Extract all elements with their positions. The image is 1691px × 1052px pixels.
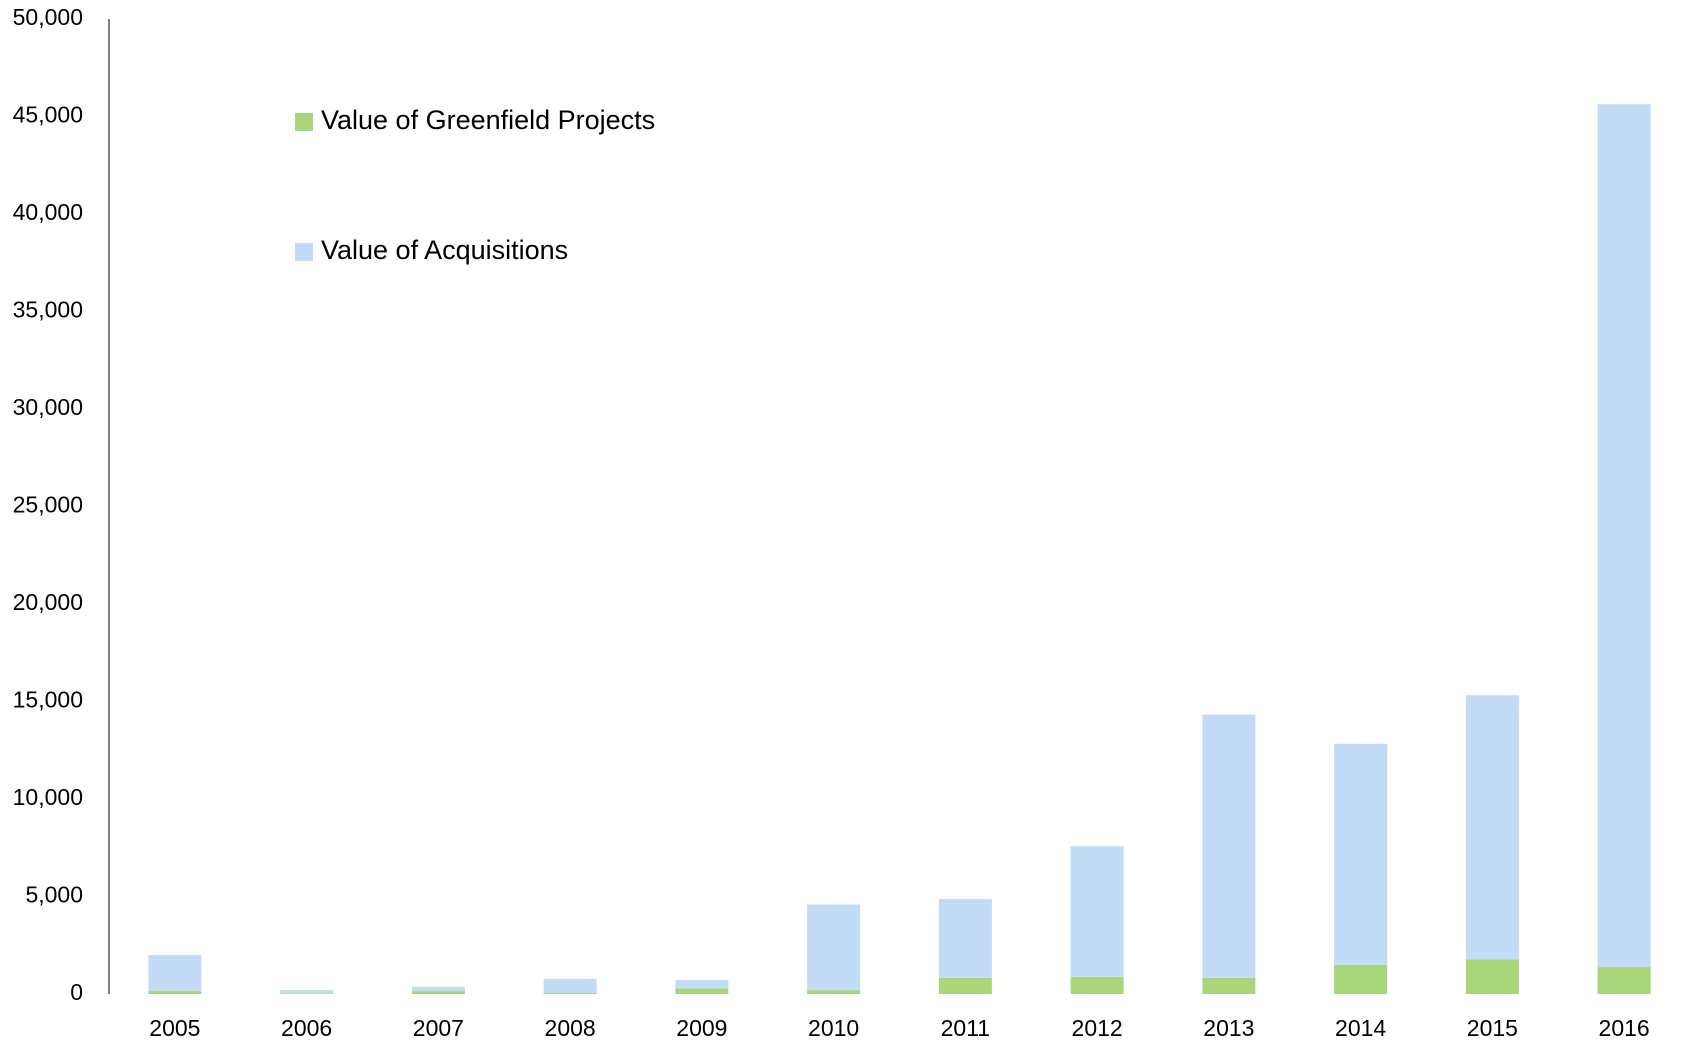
bar-segment [280,993,334,994]
bar-segment [1070,976,1124,994]
x-tick-label: 2012 [1072,1015,1123,1041]
bar-segment [675,979,729,989]
bar-segment [280,990,334,994]
bar-segment [411,991,465,994]
x-tick-label: 2014 [1335,1015,1386,1041]
x-tick-label: 2006 [281,1015,332,1041]
legend-swatch [295,113,313,131]
legend-label: Value of Greenfield Projects [321,105,655,135]
bar-segment [1465,695,1519,960]
x-tick-label: 2005 [149,1015,200,1041]
bar-segment [938,899,992,978]
x-tick-label: 2009 [676,1015,727,1041]
y-tick-label: 15,000 [13,687,83,713]
bar-segment [807,990,861,994]
bar-segment [148,991,202,994]
x-tick-label: 2011 [941,1015,990,1041]
bar-segment [1597,104,1651,968]
y-tick-label: 10,000 [13,784,83,810]
bar-segment [807,904,861,991]
x-tick-label: 2013 [1203,1015,1254,1041]
bar-segment [1202,714,1256,978]
legend-label: Value of Acquisitions [321,235,568,265]
legend-swatch [295,243,313,261]
y-tick-label: 45,000 [13,102,83,128]
bar-segment [148,955,202,992]
x-tick-label: 2015 [1467,1015,1518,1041]
y-tick-label: 0 [70,979,83,1005]
x-tick-label: 2008 [545,1015,596,1041]
bar-segment [411,986,465,992]
bar-segment [1334,743,1388,965]
bar-segment [938,977,992,994]
bar-segment [675,988,729,994]
x-tick-label: 2010 [808,1015,859,1041]
bar-segment [543,978,597,994]
y-tick-label: 40,000 [13,199,83,225]
bar-segment [1465,959,1519,994]
x-tick-label: 2016 [1599,1015,1650,1041]
x-tick-label: 2007 [413,1015,464,1041]
y-tick-label: 20,000 [13,589,83,615]
y-tick-label: 35,000 [13,297,83,323]
bar-segment [1070,846,1124,977]
y-tick-label: 25,000 [13,492,83,518]
y-tick-label: 50,000 [13,4,83,30]
bar-segment [1334,964,1388,994]
bar-segment [1202,977,1256,994]
y-tick-label: 5,000 [25,882,83,908]
bar-segment [1597,967,1651,994]
bar-segment [543,993,597,994]
y-tick-label: 30,000 [13,394,83,420]
